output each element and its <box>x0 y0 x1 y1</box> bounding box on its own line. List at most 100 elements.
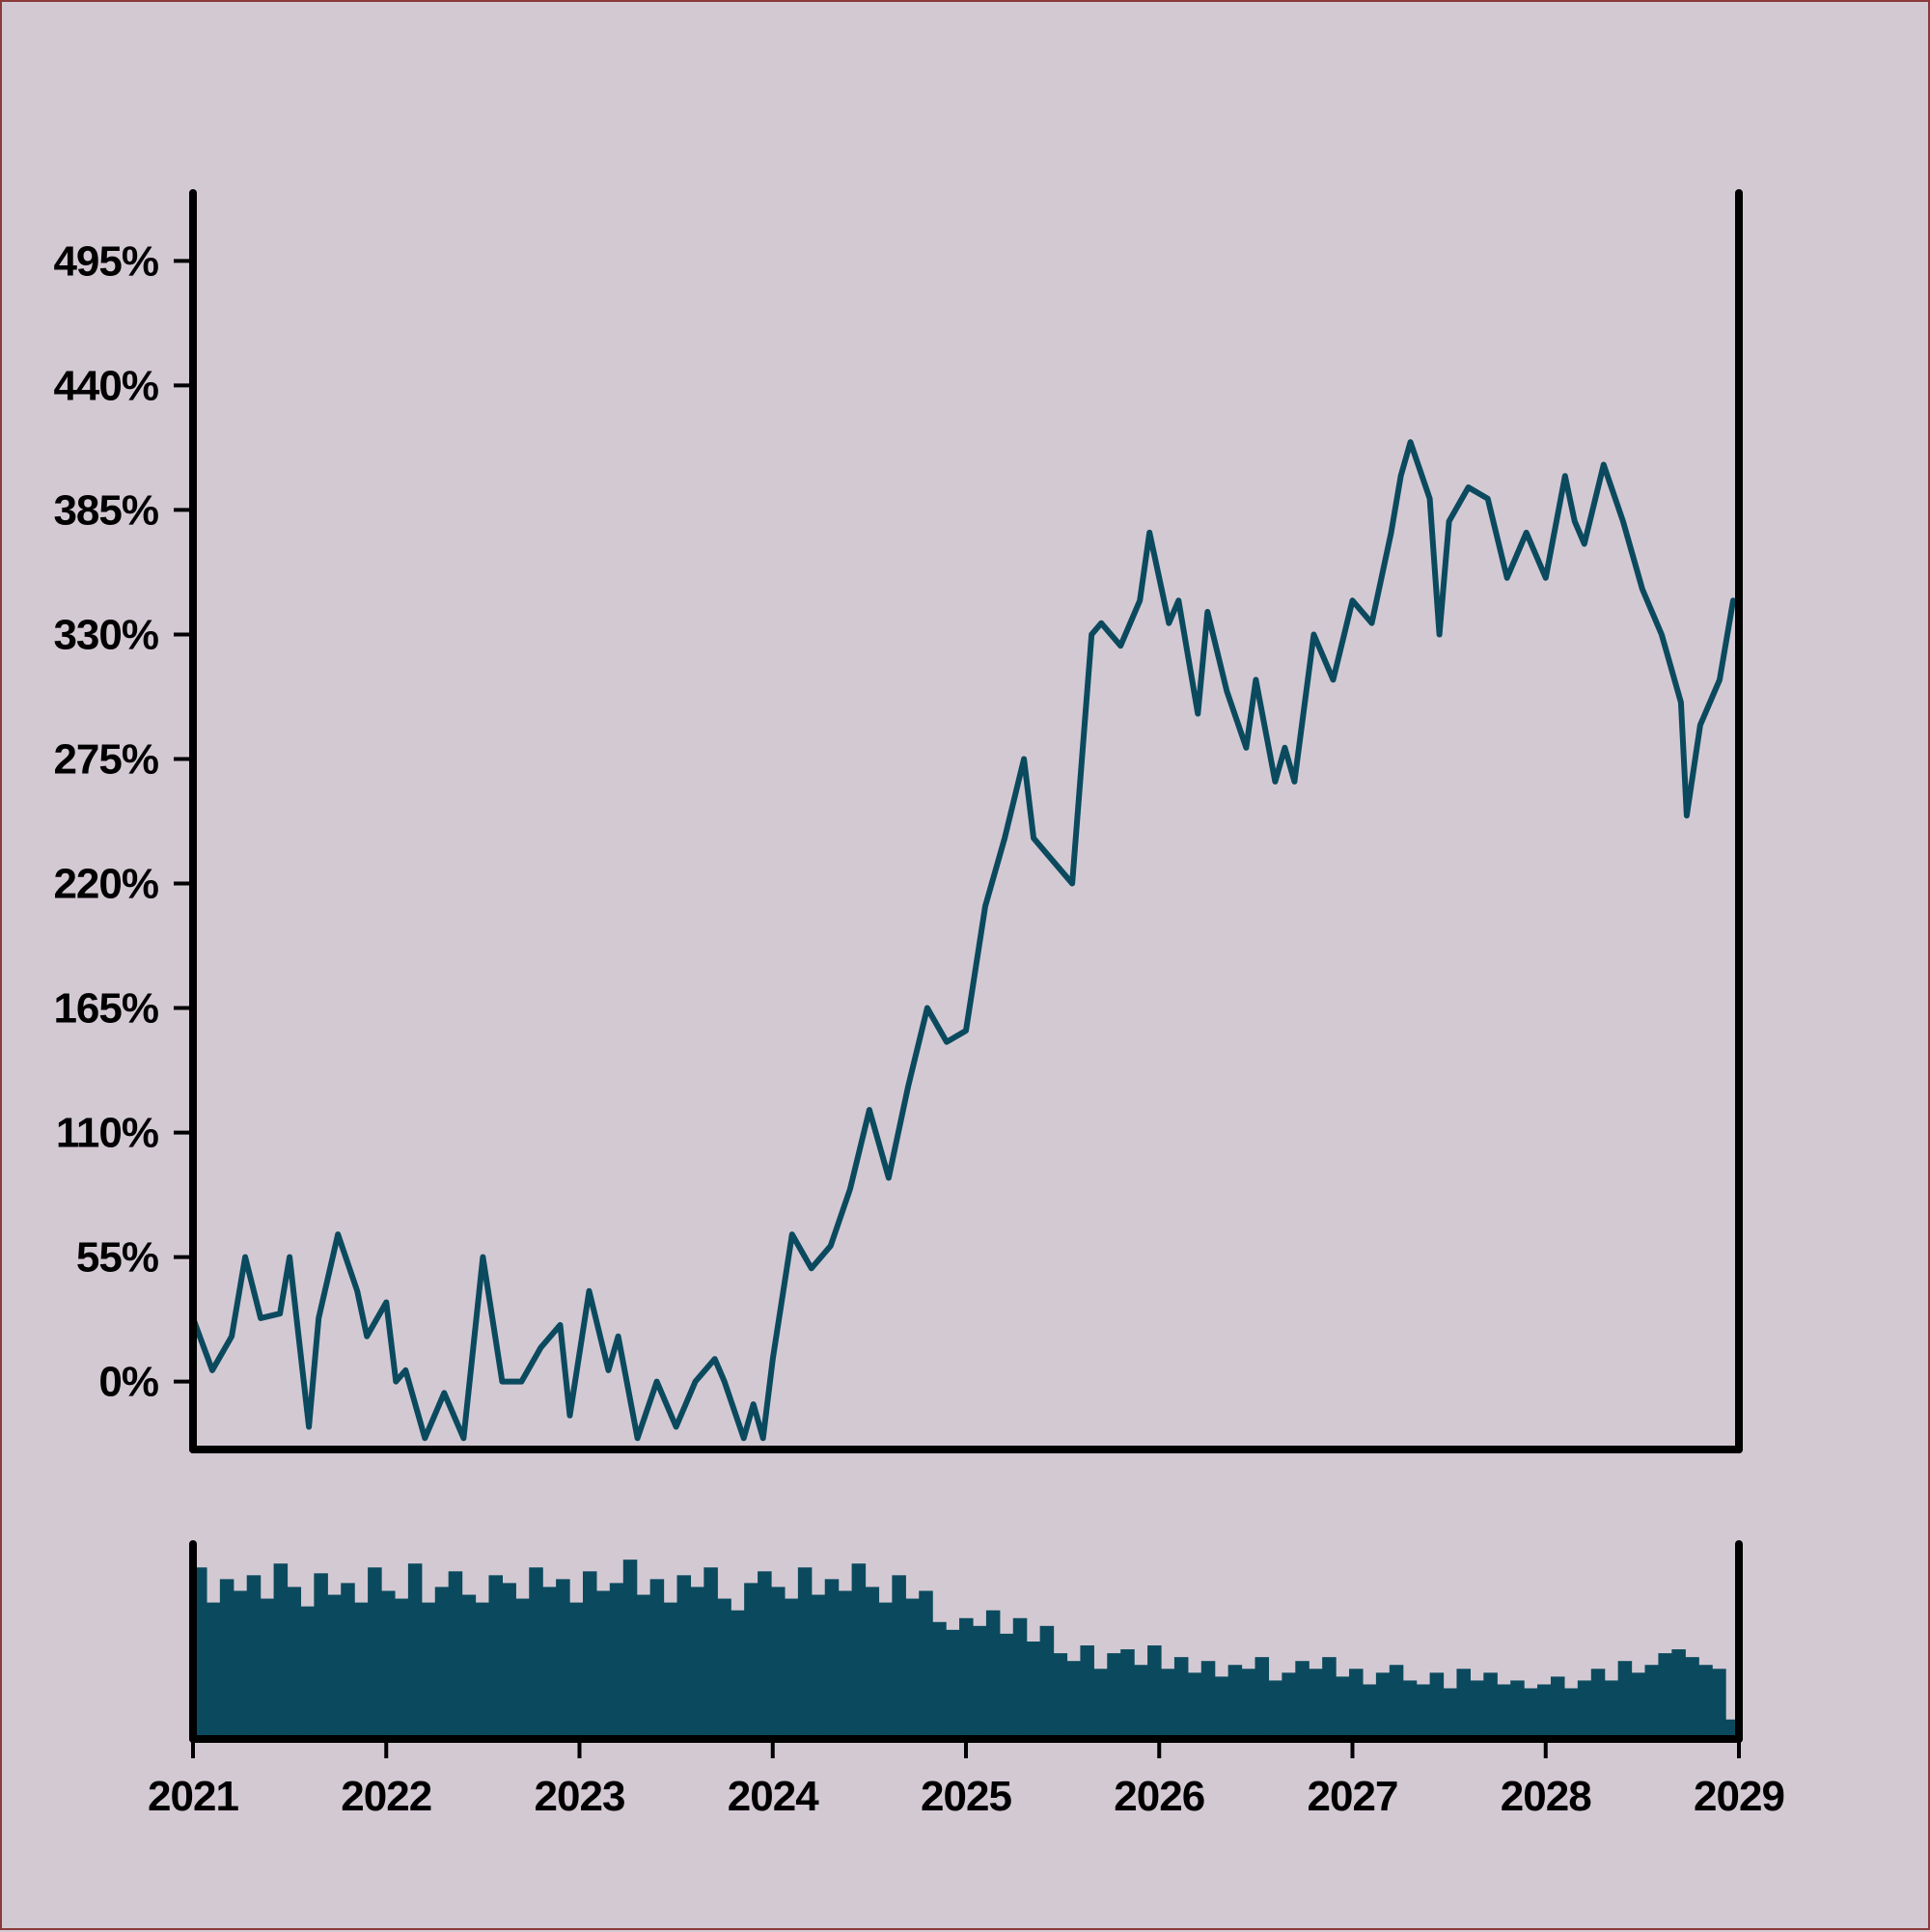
x-tick-label: 2022 <box>341 1773 431 1820</box>
volume-bar <box>1160 1669 1175 1739</box>
y-tick-label: 55% <box>76 1234 158 1282</box>
volume-bar <box>1268 1680 1282 1739</box>
volume-bar <box>569 1602 584 1739</box>
volume-bar <box>919 1590 933 1739</box>
volume-bar <box>1066 1661 1082 1739</box>
x-tick-label: 2023 <box>535 1773 625 1820</box>
volume-bar <box>448 1571 463 1739</box>
volume-bar <box>703 1567 718 1739</box>
volume-bar <box>461 1594 477 1739</box>
volume-bar <box>1309 1669 1323 1739</box>
volume-bar <box>273 1563 289 1739</box>
volume-bar <box>1429 1672 1445 1739</box>
volume-bar <box>1187 1672 1202 1739</box>
price-line <box>190 439 1736 1442</box>
volume-bar <box>1254 1657 1270 1739</box>
volume-bar <box>1443 1688 1458 1739</box>
volume-bar <box>1685 1657 1699 1739</box>
volume-bar <box>1282 1672 1296 1739</box>
volume-bar <box>1107 1653 1121 1739</box>
x-tick-label: 2024 <box>728 1773 819 1820</box>
volume-bar <box>407 1563 423 1739</box>
volume-bar <box>771 1587 786 1739</box>
volume-bar <box>1227 1665 1243 1739</box>
volume-bar <box>1295 1661 1310 1739</box>
volume-bar <box>515 1598 530 1739</box>
volume-bar <box>314 1573 328 1739</box>
volume-bar <box>905 1598 920 1739</box>
volume-bar <box>1402 1680 1418 1739</box>
y-tick-label: 110% <box>56 1110 158 1157</box>
x-tick-label: 2029 <box>1694 1773 1784 1820</box>
volume-bar <box>797 1567 813 1739</box>
volume-bar <box>622 1559 638 1739</box>
volume-bar <box>676 1575 692 1739</box>
volume-bar <box>1026 1642 1041 1739</box>
volume-bar <box>1563 1688 1579 1739</box>
volume-bar <box>1577 1680 1592 1739</box>
volume-bar <box>327 1594 342 1739</box>
y-tick-label: 495% <box>53 237 158 285</box>
volume-bar <box>1375 1672 1391 1739</box>
volume-bar <box>556 1579 570 1739</box>
volume-bar <box>1322 1657 1337 1739</box>
volume-bar <box>1671 1649 1686 1739</box>
volume-bar <box>824 1579 840 1739</box>
volume-bar <box>1389 1665 1404 1739</box>
volume-bar <box>1416 1684 1431 1739</box>
volume-bar <box>1200 1661 1216 1739</box>
volume-bar <box>744 1583 758 1739</box>
volume-bar <box>690 1587 704 1739</box>
volume-bar <box>1604 1680 1619 1739</box>
volume-bar <box>233 1590 248 1739</box>
volume-bar <box>1470 1680 1484 1739</box>
y-tick-label: 440% <box>53 362 158 409</box>
x-tick-label: 2026 <box>1114 1773 1204 1820</box>
volume-bar <box>663 1602 678 1739</box>
volume-bar <box>1510 1680 1525 1739</box>
volume-bar <box>1012 1617 1028 1739</box>
volume-bar <box>1590 1669 1606 1739</box>
volume-bar <box>1093 1669 1108 1739</box>
volume-bar <box>1039 1625 1055 1739</box>
y-tick-label: 385% <box>53 486 158 534</box>
volume-bar <box>381 1590 396 1739</box>
volume-bar <box>946 1629 960 1739</box>
x-tick-label: 2027 <box>1308 1773 1398 1820</box>
volume-bar <box>300 1606 315 1739</box>
volume-bar <box>1658 1653 1672 1739</box>
y-tick-label: 220% <box>53 861 158 908</box>
y-tick-label: 165% <box>53 985 158 1033</box>
volume-bar <box>851 1563 867 1739</box>
volume-bar <box>1497 1684 1511 1739</box>
volume-bar <box>219 1579 234 1739</box>
volume-bar <box>421 1602 436 1739</box>
volume-bar <box>1349 1669 1364 1739</box>
volume-bar <box>649 1579 665 1739</box>
x-tick-label: 2028 <box>1501 1773 1591 1820</box>
volume-bar <box>1631 1672 1646 1739</box>
volume-bar <box>287 1587 302 1739</box>
volume-bar <box>985 1610 1001 1739</box>
volume-bar <box>488 1575 503 1739</box>
volume-bar <box>609 1583 624 1739</box>
volume-bar <box>1524 1688 1538 1739</box>
volume-bar <box>758 1571 772 1739</box>
volume-bar <box>475 1602 490 1739</box>
volume-bar <box>1120 1649 1135 1739</box>
volume-bar <box>260 1598 275 1739</box>
volume-bar <box>1644 1665 1660 1739</box>
volume-bar <box>1173 1657 1189 1739</box>
volume-bar <box>878 1602 893 1739</box>
y-tick-label: 275% <box>53 735 158 783</box>
volume-bar <box>394 1598 409 1739</box>
volume-bar <box>717 1598 731 1739</box>
volume-bar <box>1617 1661 1633 1739</box>
volume-bar <box>1362 1684 1377 1739</box>
volume-bar <box>865 1587 880 1739</box>
y-tick-label: 0% <box>98 1359 158 1406</box>
volume-bar <box>502 1583 516 1739</box>
volume-bar <box>959 1617 974 1739</box>
volume-bar <box>529 1567 543 1739</box>
